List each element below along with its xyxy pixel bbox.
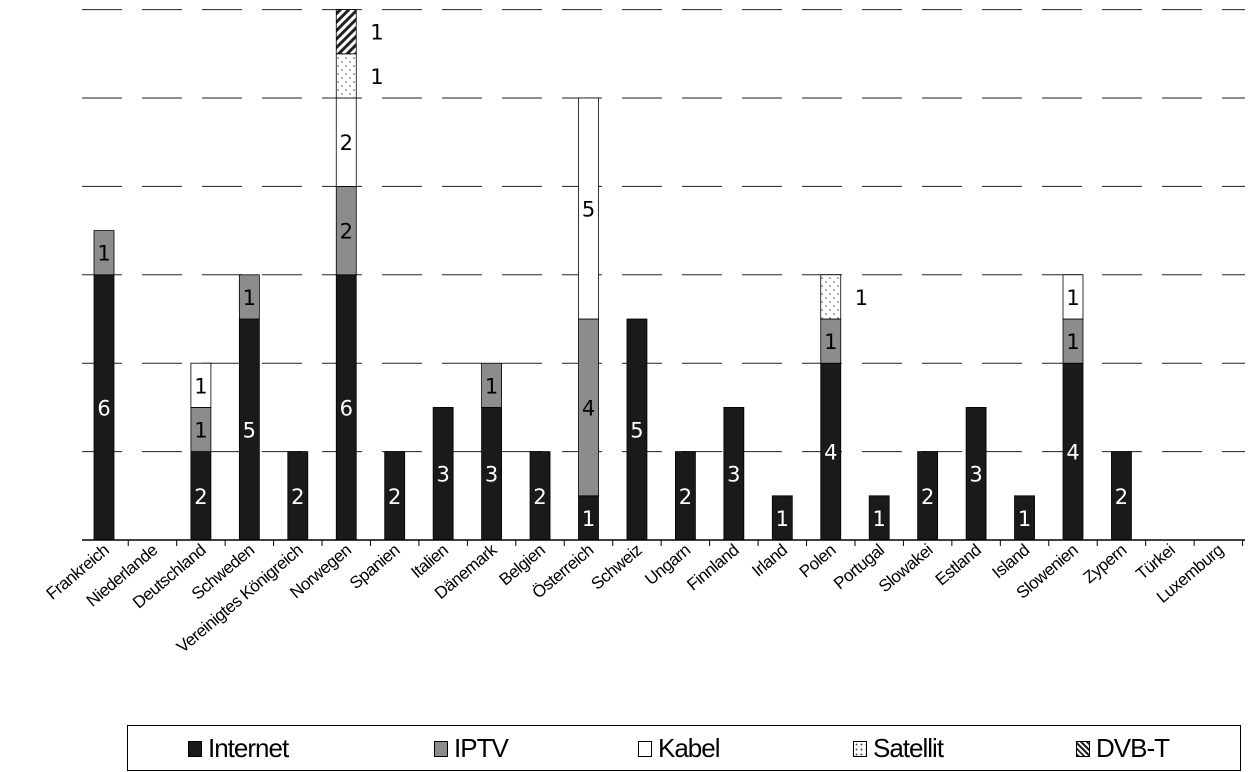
- data-label: 3: [969, 463, 982, 487]
- data-label: 5: [630, 419, 643, 443]
- legend-swatch-iptv: [434, 740, 448, 757]
- data-label: 4: [582, 396, 595, 420]
- data-label: 1: [194, 419, 207, 443]
- data-label: 1: [1066, 286, 1079, 310]
- x-tick-label: Schweiz: [587, 541, 645, 594]
- legend-swatch-dvbt: [1076, 740, 1090, 757]
- bar-segment: [820, 274, 842, 320]
- legend-item-internet: Internet: [188, 733, 289, 764]
- bar-segment: [190, 362, 212, 408]
- data-label: 6: [97, 396, 110, 420]
- data-label: 1: [855, 286, 868, 310]
- data-label: 1: [824, 330, 837, 354]
- data-label: 2: [1115, 485, 1128, 509]
- legend-label-dvbt: DVB-T: [1096, 733, 1170, 763]
- data-label: 2: [388, 485, 401, 509]
- data-label: 1: [370, 21, 383, 45]
- data-label: 1: [1018, 507, 1031, 531]
- x-tick-label: Estland: [932, 540, 985, 589]
- x-tick-label: Zypern: [1080, 540, 1130, 587]
- data-label: 2: [340, 131, 353, 155]
- data-label: 2: [194, 485, 207, 509]
- data-label: 1: [1066, 330, 1079, 354]
- data-label: 1: [194, 374, 207, 398]
- legend-label-internet: Internet: [208, 733, 289, 763]
- data-label: 2: [291, 485, 304, 509]
- bar-segment: [335, 53, 357, 99]
- x-tick-label: Spanien: [346, 540, 403, 592]
- legend-label-iptv: IPTV: [454, 733, 509, 763]
- data-label: 1: [776, 507, 789, 531]
- data-label: 3: [436, 463, 449, 487]
- data-label: 1: [873, 507, 886, 531]
- bar-segment: [238, 274, 260, 320]
- bar-segment: [93, 230, 115, 276]
- data-label: 2: [679, 485, 692, 509]
- data-label: 3: [727, 463, 740, 487]
- data-label: 2: [921, 485, 934, 509]
- data-label: 3: [485, 463, 498, 487]
- legend-label-satellit: Satellit: [873, 733, 944, 763]
- data-label: 1: [370, 65, 383, 89]
- x-tick-label: Finnland: [683, 540, 742, 594]
- legend-swatch-internet: [188, 740, 202, 757]
- x-tick-label: Slowakei: [875, 541, 936, 597]
- bar-segment: [1062, 274, 1084, 320]
- gridlines: [82, 9, 1245, 453]
- bar-segment: [578, 97, 599, 320]
- data-label: 4: [824, 441, 837, 465]
- legend: Internet IPTV Kabel Satellit DVB-T: [127, 725, 1241, 771]
- data-label: 5: [582, 198, 595, 222]
- legend-item-dvbt: DVB-T: [1076, 733, 1170, 764]
- legend-label-kabel: Kabel: [658, 733, 720, 763]
- x-axis: FrankreichNiederlandeDeutschlandSchweden…: [43, 539, 1245, 657]
- data-label: 2: [533, 485, 546, 509]
- data-label: 4: [1066, 441, 1079, 465]
- legend-item-kabel: Kabel: [638, 733, 720, 764]
- data-label: 6: [340, 396, 353, 420]
- data-label: 1: [97, 242, 110, 266]
- bar-segment: [481, 362, 503, 408]
- data-label: 1: [485, 374, 498, 398]
- data-label: 2: [340, 220, 353, 244]
- data-label: 5: [243, 419, 256, 443]
- data-label: 1: [243, 286, 256, 310]
- legend-swatch-kabel: [638, 740, 652, 757]
- legend-swatch-satellit: [853, 740, 867, 757]
- data-label: 1: [582, 507, 595, 531]
- x-tick-label: Irland: [748, 540, 791, 580]
- legend-item-satellit: Satellit: [853, 733, 944, 764]
- bar-segment: [335, 9, 357, 55]
- legend-item-iptv: IPTV: [434, 733, 509, 764]
